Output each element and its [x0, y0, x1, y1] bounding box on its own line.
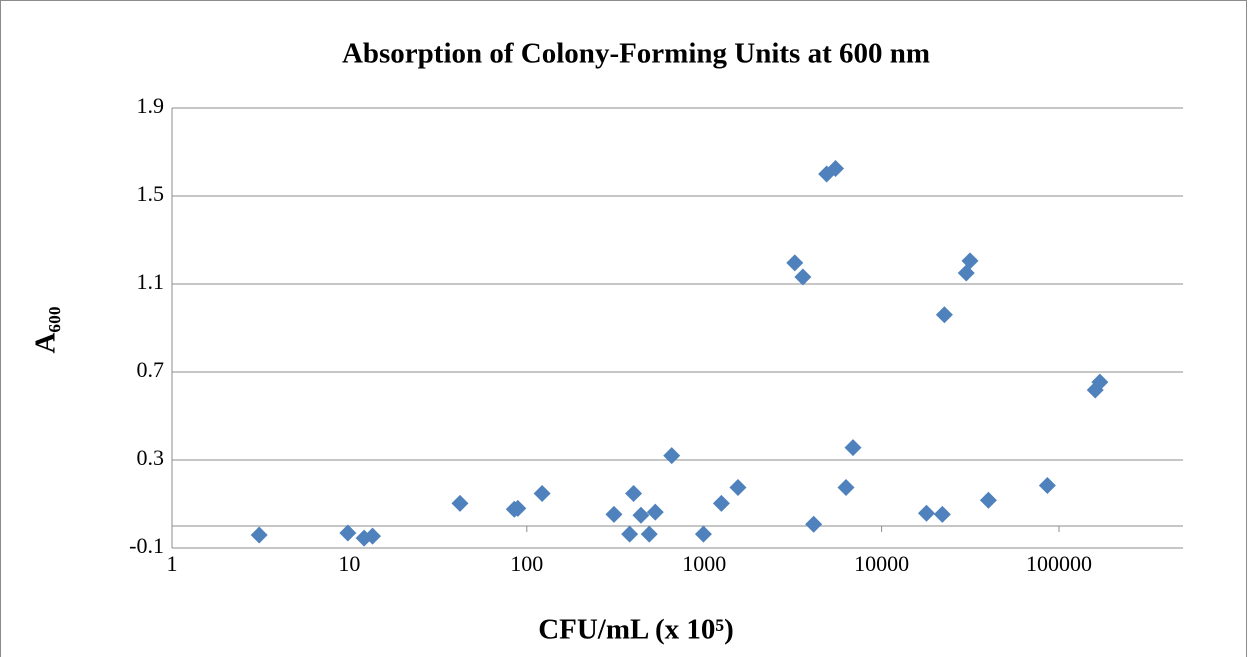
data-point — [509, 499, 527, 517]
data-point — [933, 505, 951, 523]
data-point — [339, 524, 357, 542]
data-point — [694, 525, 712, 543]
x-axis-label: CFU/mL (x 10⁵) — [538, 614, 734, 646]
data-point — [805, 515, 823, 533]
y-tick-label: 1.5 — [137, 181, 165, 206]
data-point — [729, 479, 747, 496]
data-point — [844, 439, 862, 457]
data-point — [646, 503, 664, 521]
y-tick-label: 0.3 — [137, 445, 165, 470]
data-point — [979, 491, 997, 509]
chart-title: Absorption of Colony-Forming Units at 60… — [342, 38, 930, 70]
x-tick-label: 1 — [167, 551, 178, 576]
x-tick-label: 1000 — [682, 551, 726, 576]
data-point — [827, 160, 845, 177]
x-tick-label: 10 — [338, 551, 360, 576]
x-tick-label: 10000 — [854, 551, 909, 576]
data-point — [1038, 477, 1056, 495]
data-point — [935, 306, 953, 324]
y-tick-label: 0.7 — [137, 357, 165, 382]
data-point — [663, 447, 681, 465]
data-point — [917, 504, 935, 522]
y-tick-label: -0.1 — [129, 533, 164, 558]
y-tick-label: 1.9 — [137, 93, 165, 118]
data-point — [451, 494, 469, 512]
data-point — [250, 526, 268, 544]
y-tick-label: 1.1 — [137, 269, 165, 294]
x-tick-label: 100000 — [1026, 551, 1092, 576]
data-point — [640, 525, 658, 543]
data-point — [364, 527, 382, 545]
data-point — [605, 505, 623, 523]
data-point — [632, 506, 650, 524]
data-point — [837, 479, 855, 496]
data-point — [712, 494, 730, 512]
data-point — [961, 252, 979, 270]
data-point — [533, 484, 551, 502]
x-tick-label: 100 — [510, 551, 543, 576]
data-point — [794, 268, 812, 286]
data-point — [621, 525, 639, 543]
data-point — [786, 254, 804, 272]
data-point — [1091, 373, 1109, 391]
y-axis-label: A₆₀₀ — [30, 306, 62, 353]
data-point — [625, 484, 643, 502]
